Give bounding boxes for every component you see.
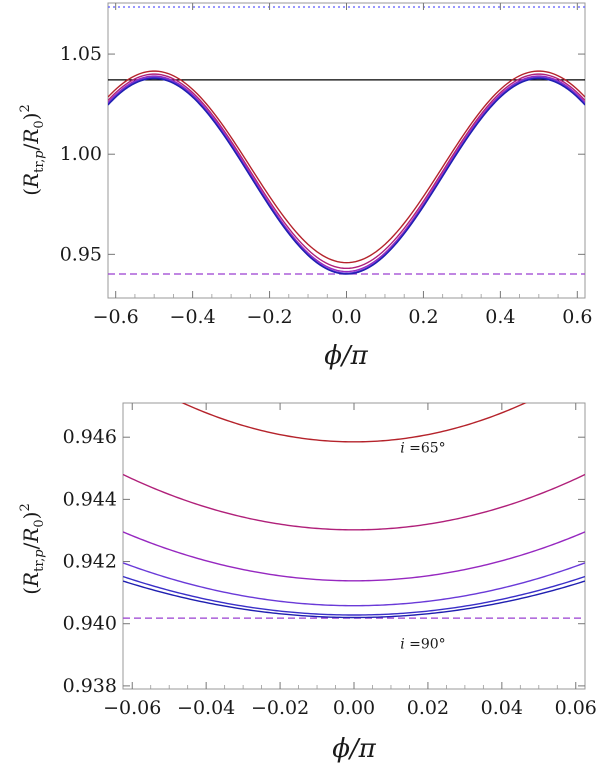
top-panel: −0.6 −0.4 −0.2 0.0 0.2 0.4 0.6 0.95 1.00 1.05 ϕ/… [18,2,592,371]
bottom-x-tick-label: −0.04 [177,697,235,719]
annotation-i90: i =90° [400,637,445,653]
bottom-x-tick-label: 0.06 [555,697,597,719]
top-y-tick-label: 1.00 [60,143,102,165]
bottom-y-tick-label: 0.942 [63,551,117,573]
bottom-panel: −0.06 −0.04 −0.02 0.00 0.02 0.04 0.06 0.9380.9… [18,402,597,764]
top-y-axis-title: (Rtr,p/R0)2 [18,104,47,196]
bottom-annotations: i =65° i =90° [400,441,445,653]
bottom-series-i80 [123,562,585,607]
top-x-ticks: −0.6 −0.4 −0.2 0.0 0.2 0.4 0.6 [93,3,592,328]
top-y-ticks: 0.95 1.00 1.05 [60,43,585,265]
top-series-i70 [108,73,585,270]
top-series-i85 [108,77,585,275]
top-x-tick-label: −0.6 [93,306,139,328]
top-x-tick-label: 0.4 [485,306,515,328]
bottom-series-i90 [123,580,585,619]
bottom-series-i70 [123,473,585,531]
top-x-tick-label: −0.2 [246,306,292,328]
bottom-series-i85 [123,575,585,616]
bottom-y-tick-label: 0.940 [63,613,117,635]
bottom-y-tick-label: 0.944 [63,488,117,510]
bottom-x-tick-label: −0.06 [103,697,161,719]
bottom-series-i75 [123,531,585,582]
bottom-y-ticks: 0.938 0.940 0.942 0.944 0.946 [63,426,585,697]
bottom-x-tick-label: −0.02 [251,697,309,719]
bottom-series-i65 [181,403,527,443]
top-y-tick-label: 0.95 [60,243,102,265]
bottom-series [123,403,585,619]
bottom-x-axis-title: ϕ/π [332,734,376,764]
bottom-x-ticks: −0.06 −0.04 −0.02 0.00 0.02 0.04 0.06 [103,403,597,719]
top-series-i80 [108,76,585,274]
bottom-y-axis-title: (Rtr,p/R0)2 [18,503,47,595]
bottom-x-tick-label: 0.02 [407,697,449,719]
top-series [108,70,585,275]
top-x-tick-label: 0.0 [331,306,361,328]
top-reference-lines [108,6,585,275]
bottom-x-tick-label: 0.00 [333,697,375,719]
top-x-tick-label: 0.6 [562,306,592,328]
top-plot-frame [107,2,586,299]
top-x-tick-label: 0.2 [408,306,438,328]
top-series-i90 [108,77,585,275]
bottom-y-tick-label: 0.946 [63,426,117,448]
top-x-axis-title: ϕ/π [324,341,368,371]
bottom-plot-frame [122,402,586,690]
top-series-i65 [108,70,585,264]
bottom-x-tick-label: 0.04 [481,697,523,719]
top-y-tick-label: 1.05 [60,43,102,65]
bottom-y-tick-label: 0.938 [63,675,117,697]
annotation-i65: i =65° [400,441,445,457]
top-series-i75 [108,75,585,273]
top-x-tick-label: −0.4 [170,306,216,328]
